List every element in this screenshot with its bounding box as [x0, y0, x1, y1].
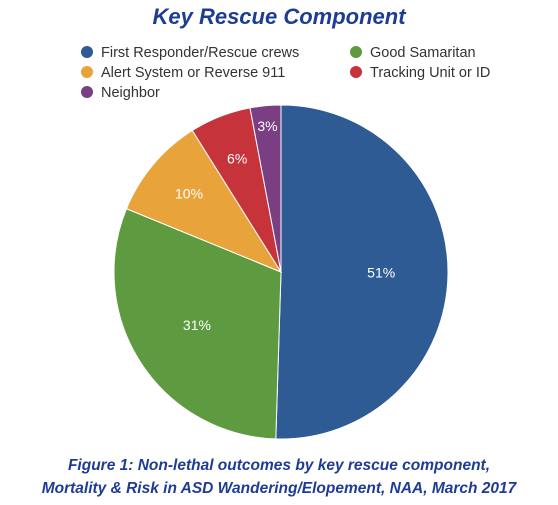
legend-label: Good Samaritan	[370, 45, 476, 61]
caption-line: Mortality & Risk in ASD Wandering/Elopem…	[42, 480, 518, 497]
pie-slice	[113, 208, 282, 440]
legend-swatch	[350, 66, 362, 78]
legend-label: First Responder/Rescue crews	[101, 45, 299, 61]
chart-title: Key Rescue Component	[152, 4, 407, 29]
slice-label: 31%	[183, 317, 211, 333]
slice-label: 10%	[175, 185, 203, 201]
legend-swatch	[81, 86, 93, 98]
legend-label: Neighbor	[101, 85, 160, 101]
legend-swatch	[81, 46, 93, 58]
slice-label: 6%	[227, 151, 247, 167]
pie-slice	[125, 129, 283, 274]
slice-label: 3%	[257, 118, 277, 134]
legend-label: Alert System or Reverse 911	[101, 65, 285, 81]
legend-swatch	[350, 46, 362, 58]
legend-swatch	[81, 66, 93, 78]
slice-label: 51%	[367, 264, 395, 280]
pie-slice	[275, 104, 449, 440]
caption-line: Figure 1: Non-lethal outcomes by key res…	[68, 457, 490, 474]
legend-label: Tracking Unit or ID	[370, 65, 490, 81]
pie-slice	[249, 104, 282, 273]
